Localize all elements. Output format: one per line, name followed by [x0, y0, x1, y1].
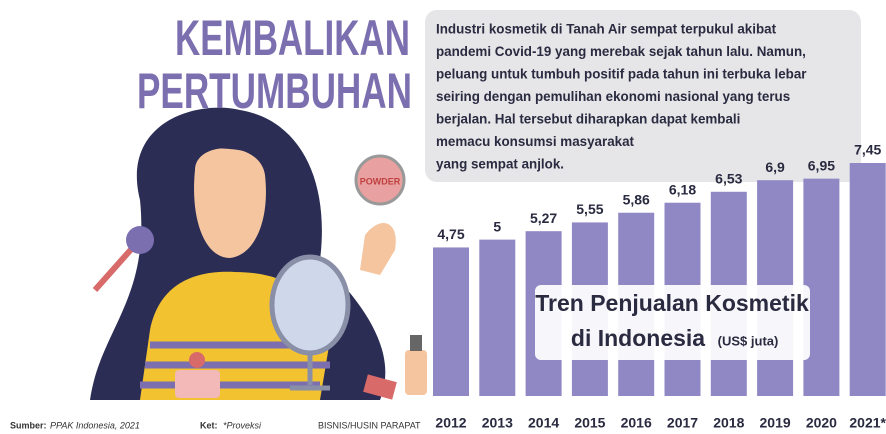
x-tick-label: 2019 [760, 415, 791, 431]
chart-unit: (US$ juta) [718, 333, 779, 348]
powder-label: POWDER [360, 176, 401, 186]
x-tick-label: 2013 [482, 415, 513, 431]
x-tick-label: 2021* [849, 415, 886, 431]
note-label: Ket: [200, 420, 218, 430]
paragraph-line: berjalan. Hal tersebut diharapkan dapat … [436, 112, 740, 127]
value-label: 5,86 [623, 191, 650, 207]
chart-title: Tren Penjualan Kosmetik [535, 290, 809, 316]
x-tick-label: 2020 [806, 415, 837, 431]
x-tick-label: 2012 [435, 415, 466, 431]
illustration: POWDER [90, 107, 427, 400]
chart-title: di Indonesia [571, 325, 705, 351]
x-tick-label: 2015 [574, 415, 605, 431]
chart-title-box [535, 285, 810, 360]
paragraph-line: memacu konsumsi masyarakat [436, 134, 635, 149]
credit: BISNIS/HUSIN PARAPAT [318, 420, 421, 430]
value-label: 4,75 [437, 226, 464, 242]
title-line: PERTUMBUHAN [137, 63, 412, 119]
value-label: 5,55 [576, 201, 603, 217]
x-tick-label: 2014 [528, 415, 559, 431]
note: *Proveksi [223, 420, 262, 430]
text-box [425, 10, 861, 182]
bar-chart: 4,75 2012 5 2013 5,27 2014 5,55 2015 5,86 2016 6,1… [433, 142, 886, 431]
bar [849, 163, 886, 396]
paragraph-line: peluang untuk tumbuh positif pada tahun … [436, 67, 807, 82]
bar [479, 239, 516, 396]
value-label: 6,53 [715, 170, 742, 186]
value-label: 7,45 [854, 142, 881, 158]
value-label: 5 [493, 218, 501, 234]
value-label: 6,95 [808, 157, 835, 173]
x-tick-label: 2018 [713, 415, 744, 431]
paragraph: Industri kosmetik di Tanah Air sempat te… [436, 22, 807, 172]
value-label: 6,18 [669, 181, 696, 197]
paragraph-line: pandemi Covid-19 yang merebak sejak tahu… [436, 44, 806, 59]
title-line: KEMBALIKAN [175, 10, 410, 66]
x-tick-label: 2016 [621, 415, 652, 431]
value-label: 6,9 [765, 159, 785, 175]
bar [803, 178, 840, 396]
value-label: 5,27 [530, 210, 557, 226]
paragraph-line: yang sempat anjlok. [436, 157, 564, 172]
paragraph-line: Industri kosmetik di Tanah Air sempat te… [436, 22, 777, 37]
paragraph-line: seiring dengan pemulihan ekonomi nasiona… [436, 89, 790, 104]
source-label: Sumber: [10, 420, 47, 430]
x-tick-label: 2017 [667, 415, 698, 431]
bar [433, 247, 469, 396]
source: PPAK Indonesia, 2021 [50, 420, 140, 430]
